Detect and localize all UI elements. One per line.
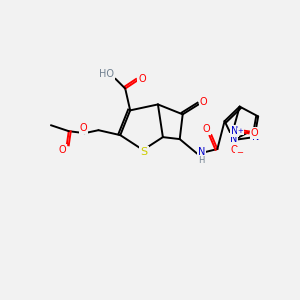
Text: HO: HO: [99, 69, 114, 79]
Text: O: O: [80, 123, 87, 133]
Text: O: O: [200, 98, 207, 107]
Text: H: H: [198, 156, 205, 165]
Text: S: S: [140, 147, 148, 157]
Text: +: +: [238, 128, 244, 134]
Text: O: O: [138, 74, 146, 84]
Text: N: N: [252, 132, 259, 142]
Text: N: N: [230, 134, 238, 144]
Text: O: O: [231, 145, 238, 155]
Text: O: O: [58, 145, 66, 155]
Text: O: O: [203, 124, 210, 134]
Text: N: N: [231, 126, 238, 136]
Text: N: N: [198, 147, 205, 157]
Text: O: O: [251, 128, 258, 138]
Text: −: −: [236, 148, 243, 157]
